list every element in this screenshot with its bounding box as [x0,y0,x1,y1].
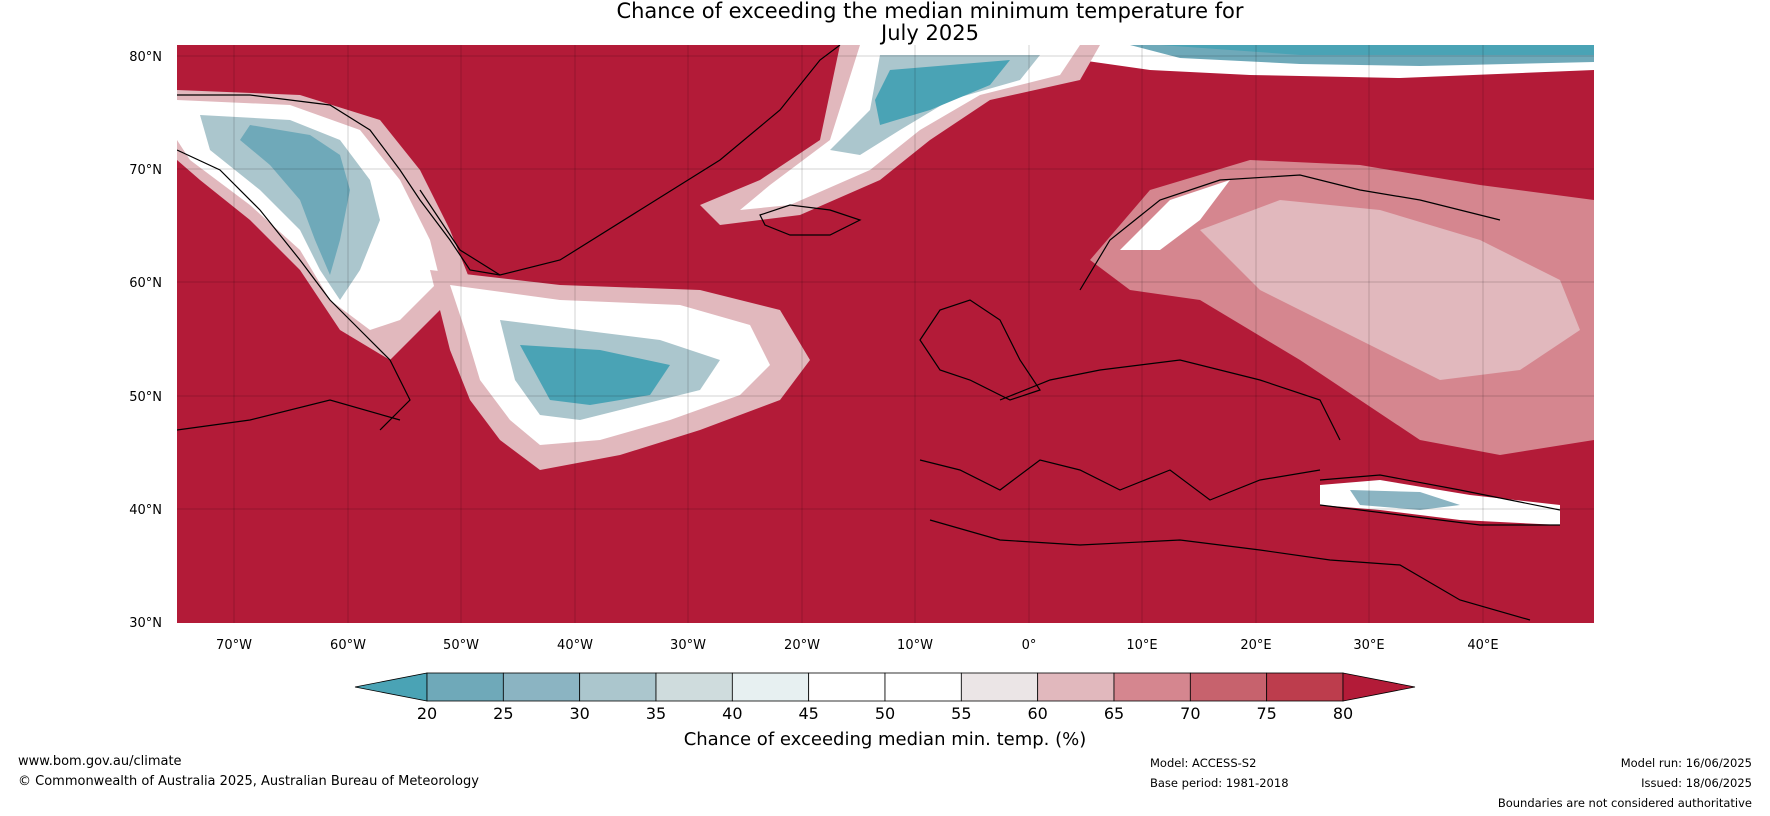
colorbar-segment [731,672,810,702]
colorbar-tick-label: 30 [569,704,589,723]
lon-label-50w: 50°W [443,638,479,653]
black-sea-low-chance-core [1350,490,1460,510]
colorbar-ticks: 20 25 30 35 40 45 50 55 60 65 70 75 80 [417,704,1353,723]
colorbar-segment [1037,672,1115,702]
footer-copyright: © Commonwealth of Australia 2025, Austra… [18,774,479,789]
lon-label-30w: 30°W [670,638,706,653]
colorbar-tick-label: 45 [798,704,818,723]
colorbar-segment [960,672,1039,702]
lat-label-30n: 30°N [129,616,162,631]
footer-issued: Issued: 18/06/2025 [1641,776,1752,790]
mid-atlantic-low-chance-region [430,270,810,470]
footer-boundaries: Boundaries are not considered authoritat… [1497,796,1752,810]
coastlines [177,45,1561,621]
lat-label-50n: 50°N [129,390,162,405]
lat-label-70n: 70°N [129,163,162,178]
colorbar-tick-label: 20 [417,704,437,723]
colorbar-segment [426,672,504,702]
lon-label-30e: 30°E [1353,638,1384,653]
colorbar [354,672,1416,702]
colorbar-tick-label: 80 [1333,704,1353,723]
colorbar-segment [579,672,657,702]
greenland-sea-low-chance-region [700,45,1100,225]
lon-label-10w: 10°W [897,638,933,653]
footer-base-period: Base period: 1981-2018 [1150,776,1289,790]
lon-label-20w: 20°W [784,638,820,653]
colorbar-tick-label: 50 [875,704,895,723]
lon-label-70w: 70°W [216,638,252,653]
colorbar-tick-label: 35 [646,704,666,723]
map-title-line2: July 2025 [881,21,979,45]
colorbar-tick-label: 75 [1256,704,1276,723]
lon-label-20e: 20°E [1240,638,1271,653]
colorbar-tick-label: 60 [1027,704,1047,723]
lat-label-60n: 60°N [129,276,162,291]
map-title-line1: Chance of exceeding the median minimum t… [616,0,1244,23]
lon-label-0: 0° [1022,638,1037,653]
footer-model: Model: ACCESS-S2 [1150,756,1257,770]
lon-label-40w: 40°W [557,638,593,653]
colorbar-tick-label: 55 [951,704,971,723]
colorbar-tick-label: 40 [722,704,742,723]
lon-label-10e: 10°E [1126,638,1157,653]
colorbar-segment [808,672,886,702]
labrador-low-chance-region [177,90,470,360]
colorbar-tick-label: 25 [493,704,513,723]
map-area [177,45,1594,623]
eastern-europe-moderate-region [1090,160,1594,455]
footer-website: www.bom.gov.au/climate [18,754,182,769]
longitude-labels: 70°W 60°W 50°W 40°W 30°W 20°W 10°W 0° 10… [216,638,1499,653]
lat-label-40n: 40°N [129,503,162,518]
latitude-labels: 80°N 70°N 60°N 50°N 40°N 30°N [129,50,162,631]
colorbar-segment [655,672,733,702]
colorbar-segment [502,672,581,702]
lon-label-60w: 60°W [330,638,366,653]
graticule [177,45,1594,623]
arctic-low-chance-region [1080,45,1594,78]
colorbar-segment [1266,672,1344,702]
colorbar-segment [1113,672,1191,702]
colorbar-tick-label: 70 [1180,704,1200,723]
lat-label-80n: 80°N [129,50,162,65]
colorbar-segment [1189,672,1268,702]
lon-label-40e: 40°E [1467,638,1498,653]
colorbar-extend-high [1342,672,1416,702]
colorbar-label: Chance of exceeding median min. temp. (%… [684,729,1087,750]
colorbar-extend-low [354,672,428,702]
colorbar-tick-label: 65 [1104,704,1124,723]
footer-model-run: Model run: 16/06/2025 [1620,756,1752,770]
colorbar-segment [884,672,962,702]
